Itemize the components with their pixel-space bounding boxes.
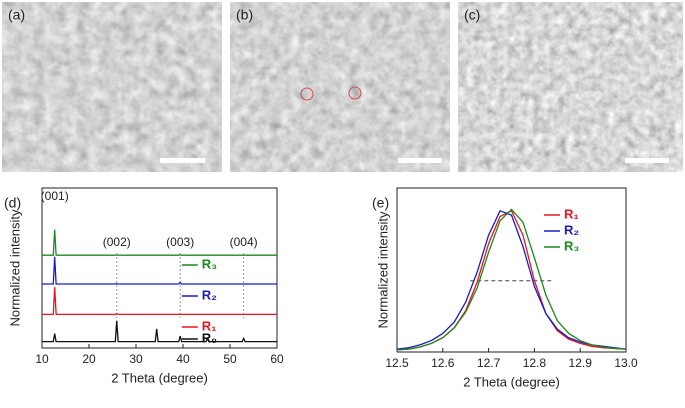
x-axis-label: 2 Theta (degree) (111, 370, 208, 385)
scale-bar (625, 158, 669, 163)
sem-image-a: (a) (2, 2, 222, 172)
highlight-circle (348, 86, 362, 100)
sem-image-c: (c) (458, 2, 683, 172)
y-axis-label: Normalized intensity (7, 209, 22, 327)
x-tick-label: 12.8 (523, 356, 547, 370)
series-line (396, 208, 627, 351)
y-axis-label: Normalized intensity (375, 211, 390, 329)
sem-texture (2, 2, 222, 172)
x-tick-label: 12.6 (431, 356, 455, 370)
x-tick-label: 30 (129, 352, 143, 366)
legend-label: R₁ (564, 206, 579, 221)
panel-label: (c) (464, 7, 480, 23)
sem-image-b: (b) (230, 2, 450, 172)
legend-label: R₂ (564, 222, 579, 237)
series-line (396, 209, 627, 351)
legend-label: R₃ (564, 238, 579, 253)
sem-texture (458, 2, 683, 172)
peak-label: (004) (230, 235, 258, 249)
x-tick-label: 40 (176, 352, 190, 366)
series-line (42, 229, 277, 256)
series-line (42, 256, 277, 285)
sem-texture (230, 2, 450, 172)
legend-label: R₁ (202, 318, 217, 333)
x-tick-label: 12.5 (385, 356, 409, 370)
legend-label: R₀ (202, 330, 217, 345)
legend-label: R₂ (202, 287, 217, 302)
scale-bar (160, 158, 205, 163)
plot-frame (41, 187, 278, 349)
legend-label: R₃ (202, 256, 217, 271)
panel-label: (a) (8, 7, 25, 23)
plot-frame (396, 187, 627, 353)
series-line (396, 210, 627, 350)
x-tick-label: 12.7 (477, 356, 501, 370)
x-tick-label: 20 (82, 352, 96, 366)
panel-label: (d) (4, 195, 21, 211)
x-tick-label: 12.9 (569, 356, 593, 370)
x-tick-label: 60 (270, 352, 284, 366)
highlight-circle (300, 87, 314, 101)
peak-label: (002) (103, 235, 131, 249)
x-tick-label: 50 (223, 352, 237, 366)
x-tick-label: 13.0 (614, 356, 638, 370)
x-axis-label: 2 Theta (degree) (463, 374, 560, 389)
series-line (42, 320, 277, 343)
scale-bar (398, 158, 442, 163)
panel-label: (e) (372, 195, 389, 211)
panel-label: (b) (236, 7, 253, 23)
series-line (42, 287, 277, 316)
x-tick-label: 10 (35, 352, 49, 366)
peak-label: (003) (166, 235, 194, 249)
peak-label: (001) (41, 189, 69, 203)
